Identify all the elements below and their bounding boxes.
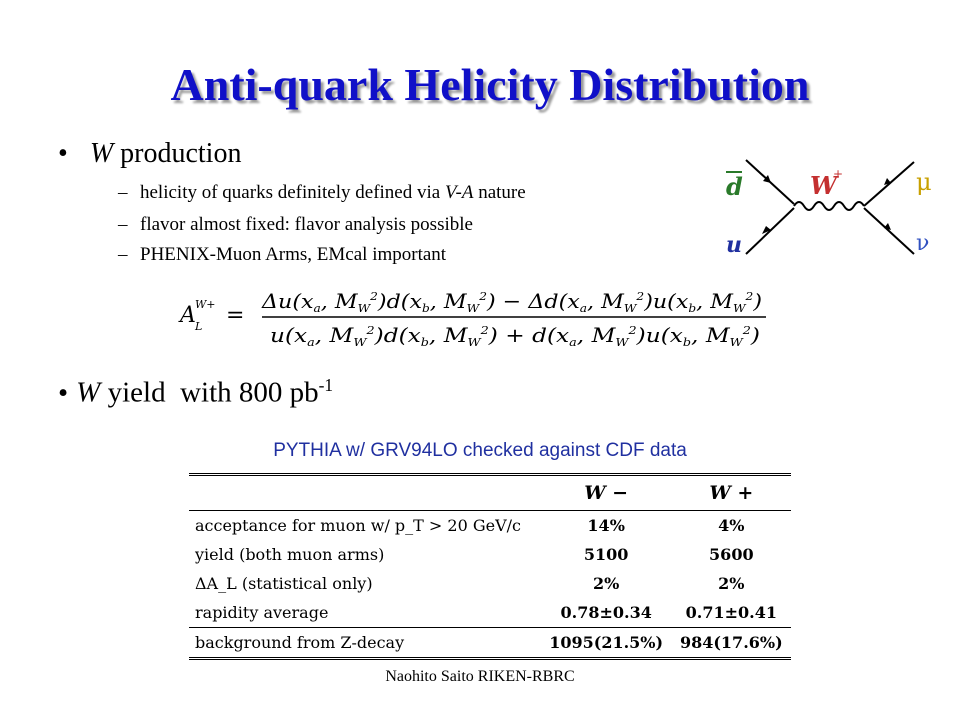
w-plus-value: 4% bbox=[718, 516, 745, 535]
w-minus-value: 14% bbox=[587, 516, 625, 535]
svg-text:L: L bbox=[194, 320, 202, 333]
svg-text:A: A bbox=[178, 303, 196, 328]
table-caption: PYTHIA w/ GRV94LO checked against CDF da… bbox=[273, 440, 687, 461]
w-minus-value: 1095(21.5%) bbox=[549, 633, 664, 652]
svg-text:u(xa, MW2)d(xb, MW2) + d(xa, M: u(x a, M W2)d(x b, M W2) + d(x a, M W2)u(x b, M… bbox=[270, 323, 760, 349]
svg-text:=: = bbox=[226, 303, 244, 328]
w-minus-value: 5100 bbox=[583, 545, 629, 564]
sub-italic: V-A bbox=[444, 182, 474, 203]
bullet-dot: • bbox=[58, 376, 69, 409]
w-plus-value: 2% bbox=[718, 574, 745, 593]
w-symbol: W bbox=[89, 138, 114, 169]
table-row: ΔA_L (statistical only) 2% 2% bbox=[189, 569, 791, 598]
slide-title: Anti-quark Helicity Distribution bbox=[170, 59, 810, 110]
bullet-dot: • bbox=[58, 138, 68, 169]
w-symbol: W bbox=[76, 376, 101, 409]
w-minus-value: 0.78±0.34 bbox=[560, 603, 652, 622]
sub-bullet-flavor: – flavor almost fixed: flavor analysis po… bbox=[118, 214, 473, 235]
table-row: yield (both muon arms) 5100 5600 bbox=[189, 540, 791, 569]
sub-text: helicity of quarks definitely defined vi… bbox=[140, 182, 445, 203]
yield-table: W − W + acceptance for muon w/ p_T > 20 … bbox=[189, 473, 791, 660]
bullet-w-production: • W production bbox=[58, 138, 241, 170]
luminosity-exponent: -1 bbox=[318, 375, 334, 395]
bullet-text: yield with 800 pb bbox=[100, 376, 319, 409]
header-empty bbox=[189, 475, 541, 511]
u-quark-label: u bbox=[726, 232, 742, 258]
neutrino-label: ν bbox=[916, 231, 929, 256]
w-plus-value: 984(17.6%) bbox=[679, 633, 783, 652]
sub-text: PHENIX-Muon Arms, EMcal important bbox=[140, 244, 447, 265]
sub-bullet-helicity: – helicity of quarks definitely defined v… bbox=[118, 182, 526, 203]
w-plus-value: 5600 bbox=[709, 545, 754, 564]
svg-text:Δu(xa, MW2)d(xb, MW2) − Δd(xa,: Δu(x a, M W2)d(x b, M W2) − Δd(x a, M W2)u(x b,… bbox=[261, 289, 762, 315]
w-plus-value: 0.71±0.41 bbox=[685, 603, 777, 622]
row-label: yield (both muon arms) bbox=[195, 545, 385, 564]
row-label: background from Z-decay bbox=[195, 633, 405, 652]
w-boson-charge: + bbox=[833, 167, 843, 181]
row-label: rapidity average bbox=[195, 603, 329, 622]
bullet-text: production bbox=[113, 138, 242, 169]
header-w-minus: W − bbox=[584, 482, 629, 504]
w-boson-label: W bbox=[810, 171, 839, 200]
table-header-row: W − W + bbox=[189, 474, 791, 511]
footer-author: Naohito Saito RIKEN-RBRC bbox=[385, 668, 575, 685]
row-label: acceptance for muon w/ p_T > 20 GeV/c bbox=[195, 516, 522, 535]
table-row: background from Z-decay 1095(21.5%) 984(… bbox=[189, 627, 791, 659]
bullet-w-yield: • W yield with 800 pb-1 bbox=[58, 375, 333, 410]
asymmetry-equation: A L W+ = Δu(x a, M W2)d(x b, M W2) − Δd(x a, … bbox=[174, 282, 774, 357]
row-label: ΔA_L (statistical only) bbox=[195, 574, 373, 593]
table-row: acceptance for muon w/ p_T > 20 GeV/c 14… bbox=[189, 511, 791, 541]
header-w-plus: W + bbox=[709, 482, 754, 504]
w-minus-value: 2% bbox=[592, 574, 620, 593]
sub-text: flavor almost fixed: flavor analysis pos… bbox=[140, 214, 473, 235]
muon-label: μ bbox=[916, 168, 932, 196]
sub-bullet-phenix: – PHENIX-Muon Arms, EMcal important bbox=[118, 244, 447, 265]
sub-text-post: nature bbox=[473, 182, 526, 203]
table-row: rapidity average 0.78±0.34 0.71±0.41 bbox=[189, 598, 791, 628]
feynman-diagram: d u W + μ ν bbox=[716, 150, 946, 275]
d-bar-label: d bbox=[726, 172, 743, 201]
svg-text:W+: W+ bbox=[195, 298, 216, 311]
